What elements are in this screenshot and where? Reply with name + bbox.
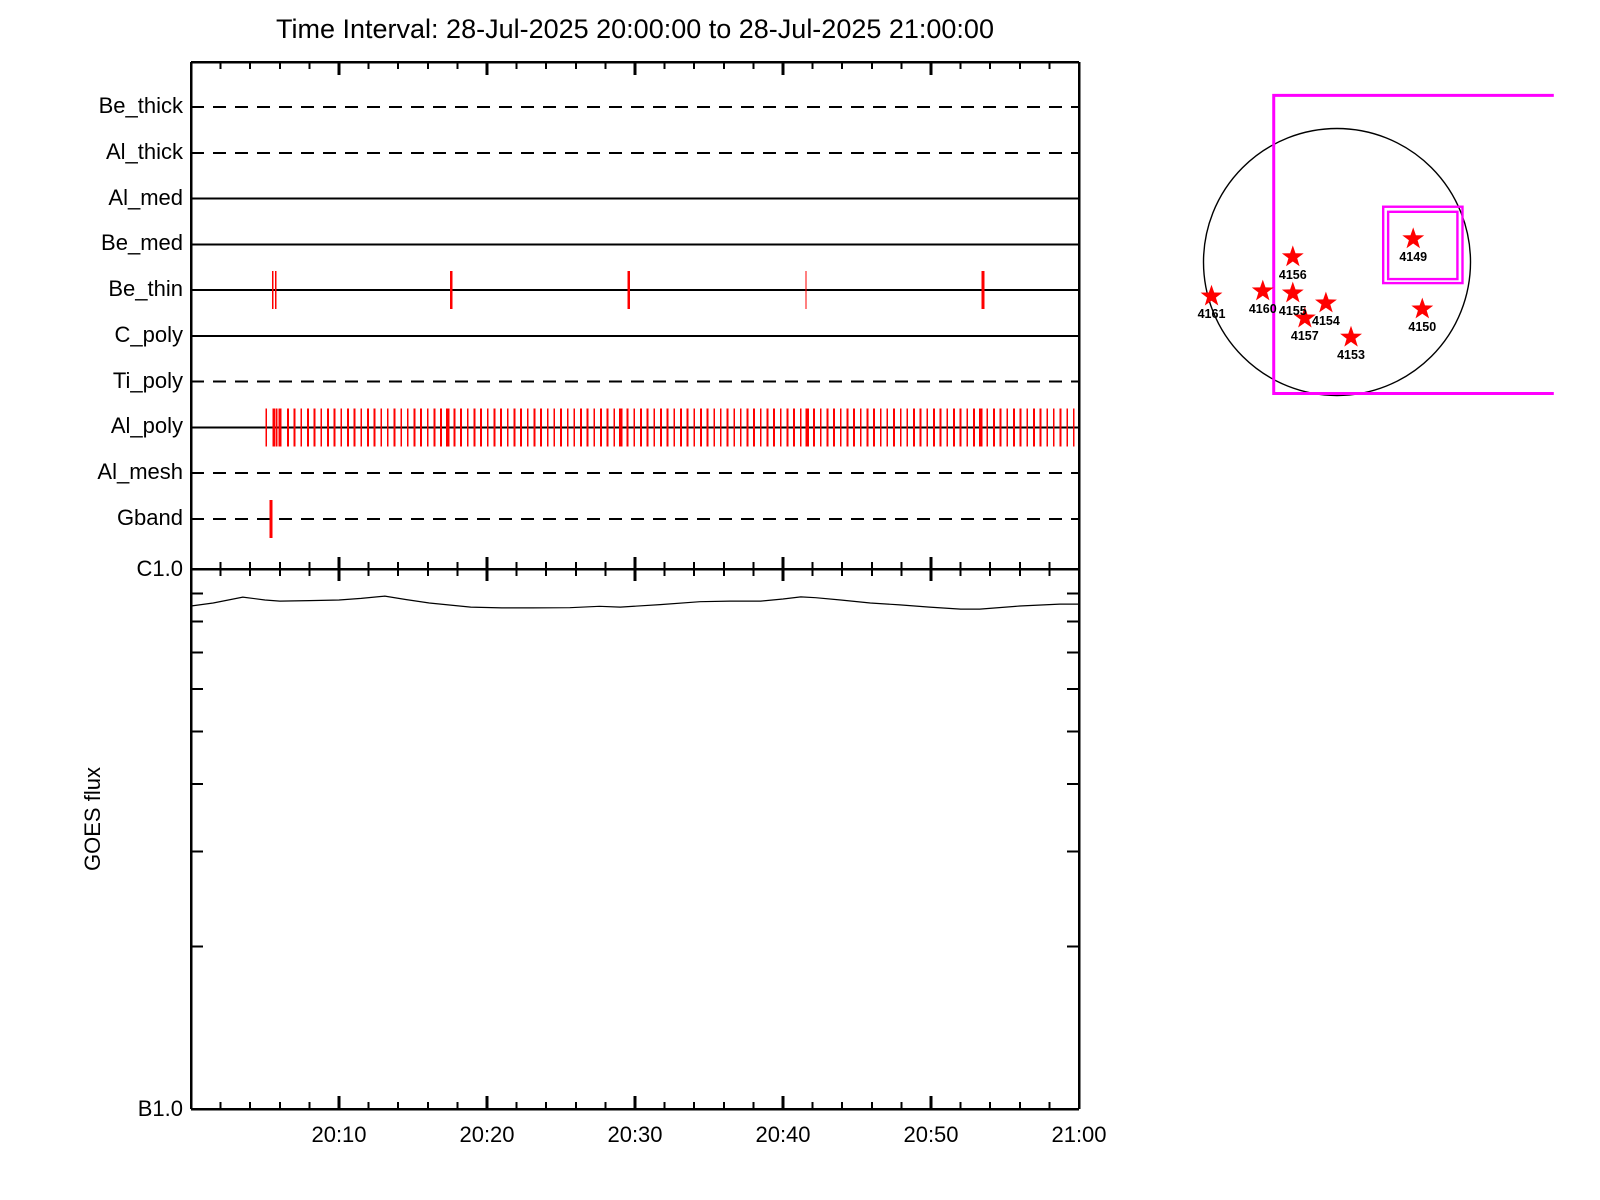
filter-label-Al_mesh: Al_mesh: [97, 459, 183, 485]
filter-label-Al_thick: Al_thick: [105, 138, 183, 164]
filter-label-Al_med: Al_med: [108, 184, 183, 210]
active-region-star-4149: [1402, 227, 1425, 249]
active-region-star-4153: [1340, 325, 1362, 347]
x-axis-label-2030: 20:30: [607, 1122, 663, 1147]
filter-label-Be_thin: Be_thin: [108, 276, 183, 302]
active-region-label-4160: 4160: [1248, 302, 1277, 317]
x-axis-label-2040: 20:40: [755, 1122, 811, 1147]
active-region-star-4154: [1315, 291, 1337, 313]
filter-label-Be_med: Be_med: [101, 230, 183, 256]
goes-y-bottom-label: B1.0: [137, 1096, 183, 1121]
filter-label-Ti_poly: Ti_poly: [112, 367, 183, 393]
x-axis-label-2050: 20:50: [903, 1122, 959, 1147]
x-axis-label-2100: 21:00: [1051, 1122, 1107, 1147]
x-axis-label-2010: 20:10: [311, 1122, 367, 1147]
active-region-label-4161: 4161: [1197, 307, 1226, 322]
active-region-star-4160: [1251, 279, 1274, 301]
figure-title: Time Interval: 28-Jul-2025 20:00:00 to 2…: [276, 14, 994, 44]
active-region-label-4155: 4155: [1278, 304, 1307, 319]
fov-inner-box-1: [1386, 210, 1459, 281]
active-region-label-4153: 4153: [1337, 348, 1365, 363]
active-region-label-4150: 4150: [1408, 320, 1437, 335]
active-region-star-4161: [1200, 284, 1223, 306]
active-region-star-4157: [1293, 306, 1316, 328]
active-region-label-4149: 4149: [1399, 249, 1428, 264]
filter-label-Al_poly: Al_poly: [110, 413, 183, 439]
fov-inner-box-0: [1381, 205, 1464, 285]
active-region-star-4156: [1281, 245, 1304, 267]
active-region-star-4150: [1411, 297, 1434, 319]
x-axis-label-2020: 20:20: [459, 1122, 515, 1147]
active-region-label-4154: 4154: [1312, 314, 1340, 329]
active-region-star-4155: [1281, 281, 1304, 303]
active-region-label-4156: 4156: [1278, 267, 1307, 282]
active-region-label-4157: 4157: [1290, 329, 1319, 344]
goes-flux-curve: [190, 595, 1079, 610]
solar-limb-circle: [1202, 127, 1472, 397]
goes-flux-axis-title: GOES flux: [80, 767, 105, 871]
filter-label-Gband: Gband: [116, 505, 183, 531]
goes-y-top-label: C1.0: [136, 556, 183, 581]
filter-label-Be_thick: Be_thick: [98, 93, 183, 118]
fov-outer-box: [1272, 93, 1554, 395]
filter-label-C_poly: C_poly: [114, 321, 183, 347]
